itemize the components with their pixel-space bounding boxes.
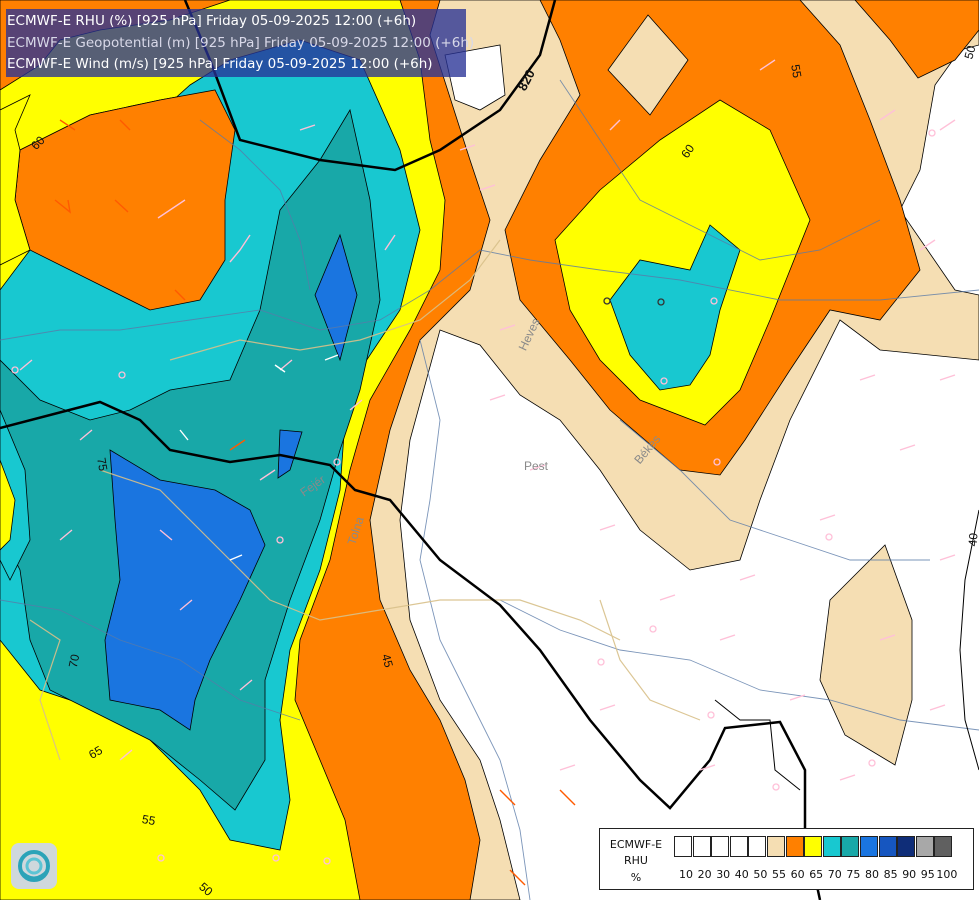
legend-level-label: 30 — [716, 868, 731, 881]
legend-model-name: ECMWF-E — [609, 838, 663, 851]
legend-swatch — [915, 836, 934, 857]
rivers — [0, 79, 979, 900]
rh-label-50-right: 50 — [962, 44, 979, 61]
county-borders — [29, 239, 701, 761]
rh-blob-55-east — [819, 544, 913, 766]
rh-wheat-diamond-cut — [607, 14, 689, 116]
geo-contour-south-thin — [714, 699, 801, 791]
rh-blob-80-85-south — [104, 449, 266, 731]
legend-swatch — [804, 836, 823, 857]
legend-level-label: 40 — [734, 868, 749, 881]
legend-swatch — [897, 836, 916, 857]
legend-level-label: 50 — [753, 868, 768, 881]
rh-label-75: 75 — [94, 457, 110, 473]
legend-level-label: 80 — [865, 868, 879, 881]
rh-label-45: 45 — [379, 652, 396, 669]
legend-swatch — [674, 836, 692, 857]
legend-level-label: 90 — [902, 868, 917, 881]
ecmwf-swirl-icon — [11, 843, 57, 889]
rh-label-55-bottom: 55 — [141, 812, 157, 828]
rh-label-55-topright: 55 — [788, 63, 804, 79]
legend-unit: % — [630, 871, 642, 884]
map-title-box — [6, 9, 466, 77]
place-label-pest: Pest — [524, 459, 549, 473]
legend-swatch — [692, 836, 711, 857]
legend-level-label: 100 — [936, 868, 958, 881]
legend-swatch — [860, 836, 878, 857]
rh-label-40-right: 40 — [965, 532, 979, 547]
rh-label-65: 65 — [86, 743, 105, 762]
legend-swatch — [878, 836, 897, 857]
legend-variable: RHU — [624, 854, 648, 867]
geo-contour-east-thin — [959, 509, 979, 771]
legend-level-label: 60 — [790, 868, 805, 881]
rh-blob-65-70-east — [554, 99, 811, 426]
legend-swatch — [711, 836, 730, 857]
rh-band-75-80 — [0, 108, 381, 811]
legend-level-label: 55 — [772, 868, 786, 881]
legend-level-label: 20 — [697, 868, 712, 881]
rh-blob-80-85-north — [314, 233, 358, 362]
calm-wind-markers — [11, 129, 936, 865]
legend-swatch — [841, 836, 860, 857]
legend-swatch — [748, 836, 767, 857]
legend-swatch — [934, 836, 953, 857]
title-geopotential: ECMWF-E Geopotential (m) [925 hPa] Frida… — [7, 35, 475, 51]
legend-level-label: 75 — [846, 868, 861, 881]
legend-swatch — [767, 836, 785, 857]
title-wind: ECMWF-E Wind (m/s) [925 hPa] Friday 05-0… — [7, 56, 433, 72]
legend-swatch — [822, 836, 841, 857]
legend-level-label: 95 — [920, 868, 935, 881]
legend-level-label: 70 — [827, 868, 842, 881]
legend-swatch — [785, 836, 804, 857]
rh-blob-70-75-east — [609, 224, 741, 391]
legend-level-label: 10 — [679, 868, 693, 881]
legend-level-label: 85 — [883, 868, 898, 881]
legend-level-label: 65 — [809, 868, 824, 881]
rh-label-70: 70 — [66, 653, 83, 669]
rh-blob-65-70-west — [0, 94, 31, 266]
rh-band-60-65-northeast — [854, 0, 979, 79]
wind-barbs — [19, 59, 956, 886]
title-rhu: ECMWF-E RHU (%) [925 hPa] Friday 05-09-2… — [7, 13, 417, 29]
rh-blob-80-85-mid — [277, 429, 303, 479]
rh-hole-65-70 — [0, 459, 16, 551]
rhu-legend: ECMWF-E RHU % 10 20 30 40 50 55 60 65 70 75 80 85 90… — [599, 828, 974, 890]
legend-swatch — [729, 836, 748, 857]
geopotential-contours — [0, 0, 822, 900]
